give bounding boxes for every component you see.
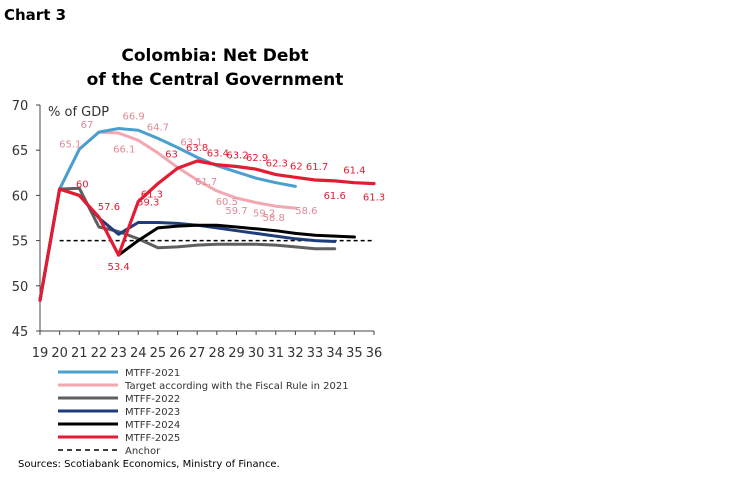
legend-label-mtff2023: MTFF-2023	[125, 407, 180, 418]
series-line-mtff2024	[117, 223, 356, 257]
x-tick-label: 30	[248, 346, 265, 361]
chart-title-line: of the Central Government	[87, 70, 344, 90]
legend-label-anchor: Anchor	[125, 446, 161, 457]
data-label-target2021: 58.8	[263, 213, 285, 224]
data-label-mtff2021: 65.1	[59, 139, 81, 150]
legend-label-mtff2021: MTFF-2021	[125, 368, 180, 379]
data-label-target2021: 60.5	[216, 197, 238, 208]
data-label-mtff2025: 63.2	[226, 150, 248, 161]
x-tick-label: 31	[267, 346, 284, 361]
y-axis-label: % of GDP	[48, 105, 109, 120]
data-label-target2021: 59.2	[253, 209, 275, 220]
y-tick-label: 45	[12, 325, 29, 340]
x-tick-label: 22	[91, 346, 108, 361]
legend-label-mtff2025: MTFF-2025	[125, 433, 180, 444]
data-label-mtff2025: 62.3	[266, 159, 288, 170]
x-tick-label: 36	[366, 346, 383, 361]
series-line-mtff2021	[38, 127, 297, 302]
x-tick-label: 28	[209, 346, 226, 361]
data-label-target2021: 58.6	[295, 206, 317, 217]
y-tick-label: 65	[12, 144, 29, 159]
data-label-mtff2025: 61.6	[324, 191, 346, 202]
x-tick-label: 25	[150, 346, 167, 361]
legend-label-mtff2024: MTFF-2024	[125, 420, 180, 431]
y-tick-label: 60	[12, 189, 29, 204]
series-line-mtff2025	[38, 159, 376, 302]
legend-label-target2021: Target according with the Fiscal Rule in…	[124, 381, 349, 392]
data-label-mtff2025: 63.8	[186, 143, 208, 154]
data-label-mtff2025: 62	[290, 161, 303, 172]
x-tick-label: 32	[287, 346, 304, 361]
data-label-target2021: 61.7	[195, 177, 217, 188]
legend-label-mtff2022: MTFF-2022	[125, 394, 180, 405]
data-label-mtff2025: 62.9	[246, 153, 268, 164]
data-label-mtff2025: 57.6	[98, 202, 120, 213]
x-tick-label: 34	[326, 346, 343, 361]
x-tick-label: 33	[307, 346, 324, 361]
y-tick-label: 70	[12, 99, 29, 114]
data-label-mtff2025: 61.3	[363, 193, 385, 204]
chart-title-line: Colombia: Net Debt	[121, 46, 308, 66]
x-tick-label: 35	[346, 346, 363, 361]
x-tick-label: 26	[169, 346, 186, 361]
data-label-mtff2021: 63.1	[180, 137, 202, 148]
x-tick-label: 20	[51, 346, 68, 361]
data-label-mtff2025: 61.4	[343, 166, 365, 177]
x-tick-label: 29	[228, 346, 245, 361]
data-label-mtff2025: 61.3	[141, 190, 163, 201]
x-tick-label: 23	[110, 346, 127, 361]
data-label-target2021: 59.7	[225, 206, 247, 217]
data-label-mtff2025: 60	[76, 179, 89, 190]
data-label-mtff2021: 66.9	[122, 112, 144, 123]
x-tick-label: 27	[189, 346, 206, 361]
y-tick-label: 55	[12, 235, 29, 250]
data-label-mtff2025: 53.4	[107, 262, 129, 273]
data-label-mtff2025: 61.7	[306, 162, 328, 173]
data-label-mtff2025: 63	[165, 149, 178, 160]
data-label-mtff2025: 63.4	[207, 149, 229, 160]
data-label-mtff2025: 59.3	[137, 198, 159, 209]
data-label-mtff2021: 64.7	[147, 122, 169, 133]
data-label-mtff2021: 67	[81, 120, 94, 131]
x-tick-label: 19	[32, 346, 49, 361]
data-label-target2021: 66.1	[113, 144, 135, 155]
x-tick-label: 24	[130, 346, 147, 361]
source-note: Sources: Scotiabank Economics, Ministry …	[18, 459, 280, 470]
series-line-mtff2022	[38, 186, 337, 302]
x-tick-label: 21	[71, 346, 88, 361]
y-tick-label: 50	[12, 280, 29, 295]
chart-label: Chart 3	[4, 6, 67, 24]
